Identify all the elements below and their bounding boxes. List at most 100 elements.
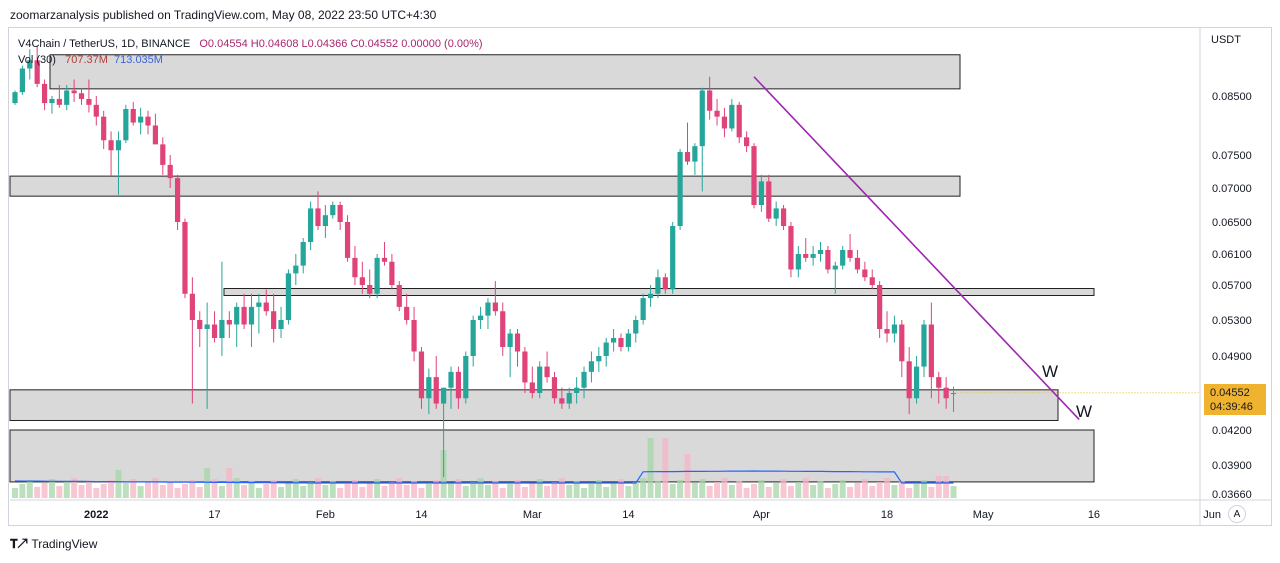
- candle-body[interactable]: [921, 324, 927, 367]
- auto-scale-button[interactable]: A: [1228, 505, 1246, 523]
- candle-body[interactable]: [500, 311, 506, 347]
- candle-body[interactable]: [78, 93, 85, 99]
- legend-symbol[interactable]: V4Chain / TetherUS, 1D, BINANCE: [18, 38, 191, 50]
- candle-body[interactable]: [367, 285, 373, 294]
- annotation-w-lower[interactable]: W: [1076, 402, 1092, 421]
- candle-body[interactable]: [707, 90, 713, 111]
- candle-body[interactable]: [256, 302, 262, 307]
- candle-body[interactable]: [618, 338, 624, 347]
- candle-body[interactable]: [138, 116, 144, 123]
- candle-body[interactable]: [862, 269, 868, 278]
- candle-body[interactable]: [699, 90, 705, 147]
- candle-body[interactable]: [308, 208, 314, 242]
- candle-body[interactable]: [662, 277, 668, 290]
- candle-body[interactable]: [950, 393, 957, 395]
- candle-body[interactable]: [300, 242, 306, 266]
- candle-body[interactable]: [411, 320, 417, 352]
- candle-body[interactable]: [559, 398, 565, 404]
- candle-body[interactable]: [219, 320, 225, 338]
- candle-body[interactable]: [596, 356, 602, 362]
- candle-body[interactable]: [337, 205, 343, 222]
- candle-body[interactable]: [899, 324, 905, 362]
- candle-body[interactable]: [485, 302, 491, 316]
- candle-body[interactable]: [49, 98, 55, 104]
- candle-body[interactable]: [625, 333, 631, 348]
- candle-body[interactable]: [263, 302, 269, 312]
- candle-body[interactable]: [344, 222, 351, 258]
- candle-body[interactable]: [86, 98, 92, 105]
- candle-body[interactable]: [271, 311, 277, 329]
- candle-body[interactable]: [758, 181, 764, 205]
- candle-body[interactable]: [27, 60, 33, 69]
- candle-body[interactable]: [71, 90, 77, 94]
- candle-body[interactable]: [211, 324, 218, 339]
- candle-body[interactable]: [293, 265, 299, 274]
- candle-body[interactable]: [204, 324, 210, 330]
- candle-body[interactable]: [854, 257, 861, 270]
- candle-body[interactable]: [56, 98, 62, 105]
- candle-body[interactable]: [441, 387, 447, 404]
- candle-body[interactable]: [389, 261, 395, 285]
- candle-body[interactable]: [610, 338, 617, 343]
- legend-vol-label[interactable]: Vol (30): [18, 54, 56, 66]
- candle-body[interactable]: [359, 277, 365, 285]
- candle-body[interactable]: [788, 226, 794, 270]
- candle-body[interactable]: [322, 215, 328, 226]
- candle-body[interactable]: [41, 83, 48, 104]
- candle-body[interactable]: [692, 146, 698, 162]
- candle-body[interactable]: [234, 306, 240, 325]
- candle-body[interactable]: [803, 254, 809, 258]
- candle-body[interactable]: [330, 205, 336, 216]
- candle-body[interactable]: [684, 152, 691, 162]
- candle-body[interactable]: [241, 306, 247, 325]
- candle-body[interactable]: [448, 371, 454, 388]
- price-zone[interactable]: [9, 389, 1059, 421]
- candle-body[interactable]: [640, 298, 646, 320]
- candle-body[interactable]: [477, 315, 484, 320]
- candle-body[interactable]: [463, 356, 469, 399]
- candle-body[interactable]: [160, 144, 166, 165]
- candle-body[interactable]: [810, 254, 816, 258]
- candle-body[interactable]: [529, 382, 535, 393]
- candle-body[interactable]: [670, 226, 676, 290]
- candle-body[interactable]: [936, 377, 942, 388]
- candle-body[interactable]: [943, 387, 949, 399]
- candle-body[interactable]: [285, 273, 292, 320]
- candle-body[interactable]: [115, 140, 122, 151]
- candle-body[interactable]: [514, 333, 521, 352]
- candle-body[interactable]: [677, 152, 683, 226]
- candle-body[interactable]: [404, 306, 410, 320]
- candle-body[interactable]: [714, 110, 720, 117]
- candle-body[interactable]: [537, 366, 543, 393]
- candle-body[interactable]: [832, 265, 838, 270]
- candle-body[interactable]: [433, 377, 439, 404]
- candle-body[interactable]: [470, 320, 476, 356]
- chart-frame[interactable]: [8, 27, 1272, 526]
- candle-body[interactable]: [655, 277, 661, 294]
- candle-body[interactable]: [64, 90, 70, 105]
- price-zone[interactable]: [9, 175, 961, 197]
- candle-body[interactable]: [603, 342, 609, 357]
- candle-body[interactable]: [189, 293, 195, 320]
- candle-body[interactable]: [130, 108, 136, 123]
- candle-body[interactable]: [574, 387, 580, 393]
- candle-body[interactable]: [544, 366, 550, 378]
- annotation-w-upper[interactable]: W: [1042, 362, 1058, 381]
- candle-body[interactable]: [847, 250, 853, 258]
- candle-body[interactable]: [426, 377, 432, 399]
- price-zone[interactable]: [49, 54, 961, 90]
- candle-body[interactable]: [766, 181, 772, 219]
- candle-body[interactable]: [633, 320, 639, 334]
- currency-selector[interactable]: USDT: [1211, 34, 1241, 46]
- candle-body[interactable]: [197, 320, 203, 329]
- candle-body[interactable]: [522, 351, 528, 383]
- candle-body[interactable]: [906, 361, 912, 399]
- candle-body[interactable]: [795, 254, 801, 270]
- candle-body[interactable]: [647, 293, 654, 299]
- candle-body[interactable]: [12, 92, 18, 104]
- price-zone[interactable]: [9, 429, 1095, 483]
- candle-body[interactable]: [381, 257, 388, 262]
- candle-body[interactable]: [182, 222, 188, 294]
- descending-trendline[interactable]: [753, 76, 1080, 420]
